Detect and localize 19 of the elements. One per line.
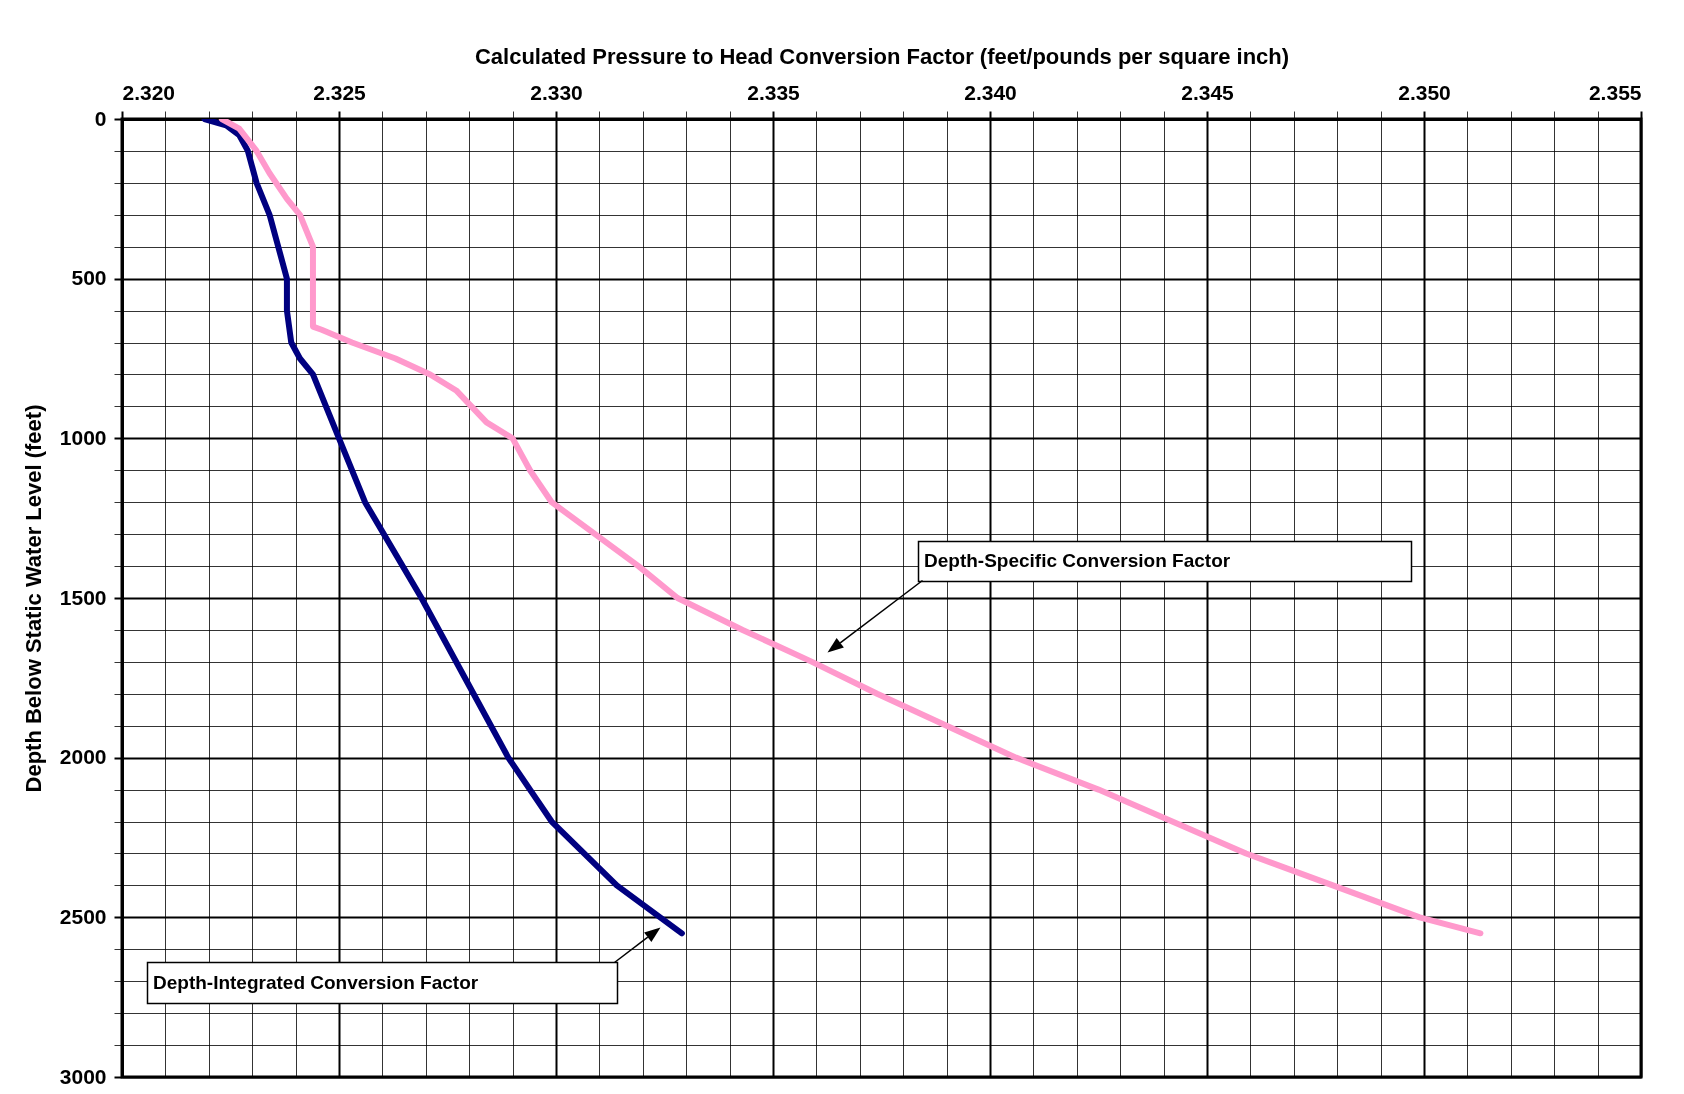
- x-tick-label: 2.345: [1181, 80, 1235, 104]
- x-tick-label: 2.335: [747, 80, 801, 104]
- x-tick-label: 2.350: [1398, 80, 1451, 104]
- y-axis-title: Depth Below Static Water Level (feet): [20, 404, 46, 793]
- y-tick-label: 0: [94, 106, 107, 130]
- x-axis-title: Calculated Pressure to Head Conversion Factor (feet/pounds per square inch): [474, 43, 1290, 69]
- y-tick-label: 1000: [59, 425, 107, 449]
- x-tick-label: 2.325: [313, 80, 367, 104]
- y-tick-label: 500: [71, 266, 107, 290]
- y-tick-label: 2500: [59, 904, 107, 928]
- y-tick-label: 2000: [59, 745, 107, 769]
- x-tick-label: 2.355: [1588, 80, 1642, 104]
- x-tick-label: 2.340: [964, 80, 1017, 104]
- y-tick-label: 3000: [59, 1064, 107, 1088]
- annotation: Depth-Specific Conversion Factor: [924, 550, 1231, 571]
- x-tick-label: 2.330: [530, 80, 583, 104]
- annotation: Depth-Integrated Conversion Factor: [153, 971, 479, 993]
- x-tick-label: 2.320: [122, 80, 176, 104]
- y-tick-label: 1500: [59, 585, 107, 609]
